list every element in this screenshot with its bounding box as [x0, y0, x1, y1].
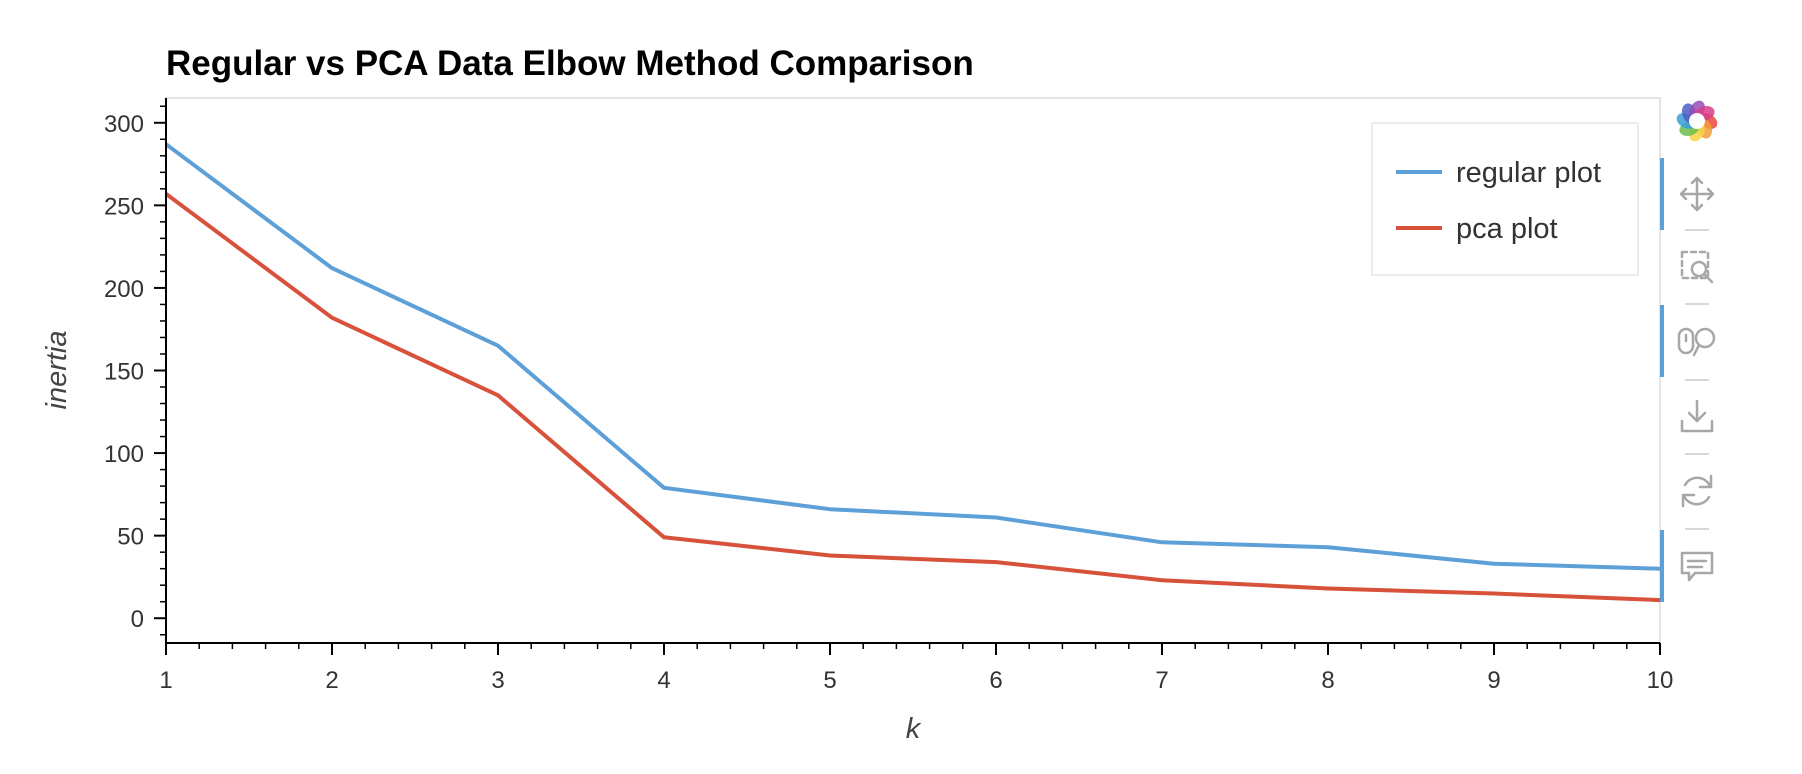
- data-point-1-3: [664, 537, 665, 538]
- x-tick-label: 5: [823, 667, 836, 694]
- y-tick-label: 200: [104, 276, 144, 303]
- data-point-0-3: [664, 487, 665, 488]
- legend-label-1: pca plot: [1456, 213, 1558, 245]
- reset-icon: [1681, 474, 1713, 508]
- series-line-1: [164, 192, 1661, 603]
- x-tick-label: 8: [1321, 667, 1334, 694]
- wheel-zoom-tool[interactable]: [1660, 303, 1716, 377]
- y-tick-label: 250: [104, 193, 144, 220]
- data-point-0-7: [1328, 547, 1329, 548]
- x-tick-label: 6: [989, 667, 1002, 694]
- data-point-0-2: [498, 345, 499, 346]
- y-tick-label: 50: [117, 524, 144, 551]
- save-tool[interactable]: [1680, 379, 1714, 433]
- pan-icon: [1679, 176, 1715, 212]
- data-point-0-6: [1162, 542, 1163, 543]
- y-tick-label: 150: [104, 359, 144, 386]
- data-point-1-7: [1328, 588, 1329, 589]
- hover-tool[interactable]: [1660, 528, 1714, 602]
- reset-tool[interactable]: [1681, 453, 1713, 508]
- series-line-0: [164, 142, 1661, 571]
- x-tick-label: 9: [1487, 667, 1500, 694]
- data-point-1-8: [1494, 593, 1495, 594]
- pan-tool[interactable]: [1660, 158, 1715, 230]
- x-tick-label: 2: [325, 667, 338, 694]
- box-zoom-tool[interactable]: [1680, 229, 1714, 284]
- boxzoom-icon: [1680, 250, 1714, 284]
- data-point-1-5: [996, 562, 997, 563]
- series-lines: [164, 142, 1661, 603]
- data-point-0-5: [996, 517, 997, 518]
- x-tick-label: 3: [491, 667, 504, 694]
- data-point-0-8: [1494, 563, 1495, 564]
- wheelzoom-icon: [1677, 327, 1716, 357]
- x-tick-label: 7: [1155, 667, 1168, 694]
- data-point-0-4: [830, 509, 831, 510]
- x-tick-label: 1: [159, 667, 172, 694]
- legend: regular plot pca plot: [1371, 122, 1639, 276]
- bokeh-logo-icon: [1676, 100, 1718, 142]
- legend-box: [1371, 122, 1639, 276]
- save-icon: [1680, 399, 1714, 433]
- toolbar: [1660, 98, 1720, 602]
- y-tick-label: 300: [104, 111, 144, 138]
- chart-title: Regular vs PCA Data Elbow Method Compari…: [166, 44, 974, 83]
- y-tick-label: 100: [104, 441, 144, 468]
- data-point-1-6: [1162, 580, 1163, 581]
- data-point-1-4: [830, 555, 831, 556]
- y-axis-label: inertia: [41, 331, 73, 410]
- data-point-0-1: [332, 268, 333, 269]
- hover-icon: [1680, 551, 1714, 582]
- data-point-1-2: [498, 395, 499, 396]
- x-tick-label: 4: [657, 667, 670, 694]
- y-tick-label: 0: [131, 606, 144, 633]
- x-axis-label: k: [906, 713, 922, 745]
- bokeh-logo-icon[interactable]: [1674, 98, 1720, 144]
- x-tick-label: 10: [1647, 667, 1674, 694]
- legend-label-0: regular plot: [1456, 157, 1601, 189]
- data-point-1-1: [332, 317, 333, 318]
